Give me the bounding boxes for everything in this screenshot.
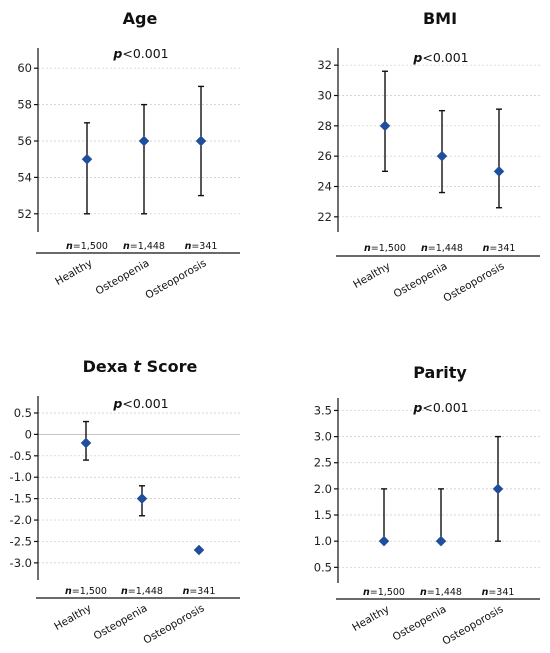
y-tick-label: -0.5 bbox=[10, 449, 32, 463]
p-value-annotation: p<0.001 bbox=[412, 50, 468, 65]
n-label: n=1,448 bbox=[420, 587, 462, 598]
y-tick-label: 30 bbox=[317, 89, 332, 103]
y-tick-label: 22 bbox=[317, 210, 332, 224]
y-tick-label: -2.0 bbox=[10, 513, 32, 527]
y-tick-label: 28 bbox=[317, 119, 332, 133]
category-label: Healthy bbox=[53, 257, 94, 288]
chart-panel-3: Dexa t Score -3.0 -2.5 -2.0 -1.5 -1.0 -0.5 0 0.5… bbox=[10, 357, 240, 647]
n-label: n=1,448 bbox=[123, 241, 165, 252]
n-label: n=1,448 bbox=[421, 243, 463, 254]
y-tick-label: 0.5 bbox=[314, 560, 332, 574]
chart-title: BMI bbox=[423, 9, 457, 28]
chart-panel-4: Parity 0.5 1.0 1.5 2.0 2.5 3.0 3.5 p<0.001 n=1,50… bbox=[314, 363, 540, 648]
y-tick-label: 56 bbox=[17, 134, 32, 148]
p-value-annotation: p<0.001 bbox=[112, 396, 168, 411]
data-point-marker bbox=[378, 535, 390, 547]
y-tick-label: 3.5 bbox=[314, 403, 332, 417]
y-tick-label: 32 bbox=[317, 58, 332, 72]
n-label: n=341 bbox=[483, 243, 516, 254]
n-label: n=341 bbox=[185, 241, 218, 252]
y-tick-label: 60 bbox=[17, 61, 32, 75]
y-tick-label: -2.5 bbox=[10, 534, 32, 548]
chart-title: Dexa t Score bbox=[83, 357, 198, 376]
chart-title: Parity bbox=[413, 363, 467, 382]
data-point-marker bbox=[81, 153, 93, 165]
y-tick-label: 26 bbox=[317, 149, 332, 163]
y-tick-label: 0 bbox=[25, 427, 32, 441]
n-label: n=1,500 bbox=[66, 241, 108, 252]
n-label: n=1,500 bbox=[363, 587, 405, 598]
y-tick-label: 58 bbox=[17, 98, 32, 112]
p-value-annotation: p<0.001 bbox=[412, 400, 468, 415]
chart-panel-2: BMI 22 24 26 28 30 32 p<0.001 n=1,500 Healthy n=1,… bbox=[317, 9, 540, 305]
category-label: Osteoporosis bbox=[141, 602, 206, 646]
n-label: n=341 bbox=[482, 587, 515, 598]
chart-panel-1: Age 52 54 56 58 60 p<0.001 n=1,500 Healthy n=1,44… bbox=[17, 9, 240, 302]
data-point-marker bbox=[136, 493, 148, 504]
category-label: Osteoporosis bbox=[441, 260, 506, 304]
y-tick-label: -3.0 bbox=[10, 556, 32, 570]
y-tick-label: 2.0 bbox=[314, 482, 332, 496]
data-point-marker bbox=[379, 120, 391, 132]
n-label: n=1,448 bbox=[121, 586, 163, 597]
y-tick-label: 1.5 bbox=[314, 508, 332, 522]
chart-title: Age bbox=[123, 9, 158, 28]
category-label: Healthy bbox=[351, 260, 392, 291]
data-point-marker bbox=[492, 483, 504, 495]
y-tick-label: 52 bbox=[17, 207, 32, 221]
data-point-marker bbox=[493, 165, 505, 177]
n-label: n=1,500 bbox=[65, 586, 107, 597]
category-label: Osteoporosis bbox=[143, 257, 208, 301]
y-tick-label: 1.0 bbox=[314, 534, 332, 548]
category-label: Osteoporosis bbox=[440, 603, 505, 647]
y-tick-label: 2.5 bbox=[314, 456, 332, 470]
y-tick-label: -1.5 bbox=[10, 492, 32, 506]
n-label: n=341 bbox=[183, 586, 216, 597]
data-point-marker bbox=[436, 150, 448, 162]
data-point-marker bbox=[435, 535, 447, 547]
data-point-marker bbox=[193, 544, 205, 556]
y-tick-label: 54 bbox=[17, 170, 32, 184]
data-point-marker bbox=[195, 135, 207, 147]
category-label: Healthy bbox=[52, 602, 93, 633]
y-tick-label: 3.0 bbox=[314, 430, 332, 444]
n-label: n=1,500 bbox=[364, 243, 406, 254]
data-point-marker bbox=[80, 437, 92, 449]
category-label: Healthy bbox=[350, 603, 391, 634]
y-tick-label: -1.0 bbox=[10, 470, 32, 484]
p-value-annotation: p<0.001 bbox=[112, 46, 168, 61]
data-point-marker bbox=[138, 135, 150, 147]
y-tick-label: 24 bbox=[317, 180, 332, 194]
y-tick-label: 0.5 bbox=[14, 406, 32, 420]
